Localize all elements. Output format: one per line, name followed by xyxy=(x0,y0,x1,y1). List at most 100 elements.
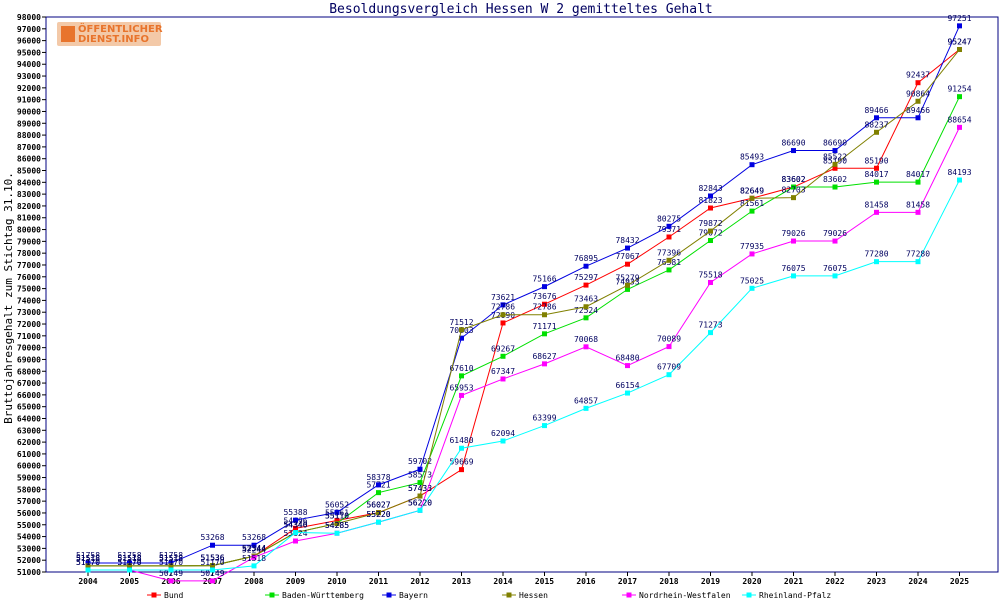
data-label: 74933 xyxy=(615,277,639,286)
y-tick-label: 55000 xyxy=(17,521,41,530)
brand-logo-line2: DIENST.INFO xyxy=(78,34,149,45)
x-tick-label: 2022 xyxy=(825,577,844,586)
data-point xyxy=(957,47,962,53)
data-label: 71273 xyxy=(698,321,722,330)
data-label: 66154 xyxy=(615,381,639,390)
data-point xyxy=(583,405,589,411)
data-label: 84017 xyxy=(906,170,930,179)
data-point xyxy=(251,563,257,569)
data-label: 72524 xyxy=(574,306,598,315)
y-tick-label: 94000 xyxy=(17,60,41,69)
data-label: 56027 xyxy=(366,501,390,510)
y-tick-label: 70000 xyxy=(17,344,41,353)
data-point xyxy=(791,148,796,154)
y-tick-label: 60000 xyxy=(17,462,41,471)
legend-marker xyxy=(506,592,512,598)
data-label: 82703 xyxy=(781,186,805,195)
y-tick-label: 63000 xyxy=(17,426,41,435)
y-tick-label: 65000 xyxy=(17,403,41,412)
data-label: 83602 xyxy=(823,175,847,184)
data-point xyxy=(625,282,630,288)
data-point xyxy=(85,563,91,569)
y-tick-label: 83000 xyxy=(17,190,41,199)
x-tick-label: 2020 xyxy=(742,577,761,586)
data-label: 57433 xyxy=(408,484,432,493)
data-label: 95247 xyxy=(947,38,971,47)
data-point xyxy=(708,193,713,199)
brand-logo: ÖFFENTLICHER DIENST.INFO xyxy=(57,22,163,46)
x-tick-label: 2008 xyxy=(244,577,263,586)
data-point xyxy=(666,234,672,240)
data-label: 77935 xyxy=(740,242,764,251)
y-tick-label: 51000 xyxy=(17,568,41,577)
data-label: 85493 xyxy=(740,153,764,162)
data-point xyxy=(915,98,921,104)
data-label: 79371 xyxy=(657,225,681,234)
y-tick-label: 77000 xyxy=(17,261,41,270)
legend-label: Bund xyxy=(164,591,183,600)
data-point xyxy=(459,467,464,473)
data-point xyxy=(749,251,755,257)
data-point xyxy=(915,179,921,185)
y-tick-label: 74000 xyxy=(17,296,41,305)
data-point xyxy=(874,115,879,121)
data-label: 75297 xyxy=(574,273,598,282)
series-line xyxy=(88,49,960,567)
data-label: 52344 xyxy=(242,544,266,553)
data-label: 56220 xyxy=(408,498,432,507)
y-tick-label: 66000 xyxy=(17,391,41,400)
data-point xyxy=(583,282,589,288)
y-tick-label: 76000 xyxy=(17,273,41,282)
data-label: 55220 xyxy=(366,510,390,519)
data-point xyxy=(583,344,589,350)
data-point xyxy=(957,94,962,100)
data-point xyxy=(210,542,215,548)
data-label: 82843 xyxy=(698,184,722,193)
data-point xyxy=(417,507,423,513)
data-point xyxy=(832,165,838,171)
y-tick-label: 90000 xyxy=(17,107,41,116)
data-label: 51170 xyxy=(76,558,100,567)
data-label: 86690 xyxy=(823,139,847,148)
data-label: 68627 xyxy=(532,352,556,361)
data-point xyxy=(666,344,672,350)
data-label: 56027 xyxy=(366,501,390,510)
data-point xyxy=(749,195,755,201)
data-label: 76895 xyxy=(574,254,598,263)
data-label: 85522 xyxy=(823,152,847,161)
y-tick-label: 82000 xyxy=(17,202,41,211)
data-label: 51758 xyxy=(117,551,141,560)
data-point xyxy=(542,361,547,367)
data-point xyxy=(251,542,257,548)
data-label: 54340 xyxy=(283,521,307,530)
data-label: 51758 xyxy=(159,551,183,560)
data-point xyxy=(791,184,796,190)
data-label: 73676 xyxy=(532,292,556,301)
data-label: 50249 xyxy=(159,569,183,578)
y-tick-label: 52000 xyxy=(17,556,41,565)
data-point xyxy=(168,560,174,566)
data-label: 55220 xyxy=(366,510,390,519)
data-label: 67347 xyxy=(491,367,515,376)
data-point xyxy=(749,208,755,214)
data-label: 71171 xyxy=(532,322,556,331)
data-point xyxy=(376,482,381,488)
data-label: 55110 xyxy=(325,511,349,520)
data-point xyxy=(334,518,340,524)
series-line xyxy=(88,49,960,567)
data-label: 83602 xyxy=(781,175,805,184)
data-label: 89466 xyxy=(864,106,888,115)
data-point xyxy=(168,578,174,584)
y-tick-label: 81000 xyxy=(17,214,41,223)
data-label: 88654 xyxy=(947,115,971,124)
y-tick-label: 73000 xyxy=(17,308,41,317)
data-point xyxy=(85,567,91,573)
data-label: 79872 xyxy=(698,219,722,228)
data-point xyxy=(459,445,464,451)
data-label: 51170 xyxy=(200,558,224,567)
data-point xyxy=(542,301,547,307)
data-point xyxy=(832,238,838,244)
data-point xyxy=(293,530,298,536)
y-tick-label: 58000 xyxy=(17,485,41,494)
